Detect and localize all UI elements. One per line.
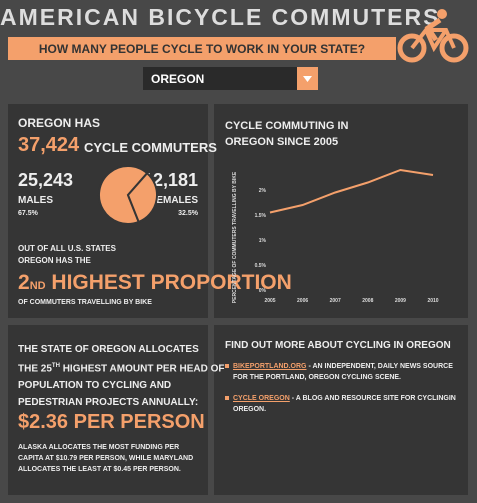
link[interactable]: CYCLE OREGON [233,395,290,402]
funding-line: HIGHEST AMOUNT PER HEAD OF [62,363,225,375]
link-item: BIKEPORTLAND.ORG - AN INDEPENDENT, DAILY… [233,361,458,383]
link-description: - AN INDEPENDENT, DAILY NEWS SOURCE FOR … [233,363,453,381]
bike-icon [397,9,469,63]
x-tick-label: 2010 [427,298,438,304]
banner [8,37,396,60]
line-chart: 0% 0.5% 1% 1.5% 2% 2005 2006 2007 2008 2009 2010 PE… [232,168,439,304]
y-tick-label: 2% [259,188,267,194]
pie-slice [126,171,158,224]
links-title: FIND OUT MORE ABOUT CYCLING IN OREGON [225,340,451,351]
x-tick-label: 2009 [395,298,406,304]
funding-rank: THE 25 [18,363,52,375]
y-tick-label: 1.5% [255,213,267,219]
rank-suffix: ND [29,280,46,292]
bullet [225,364,229,368]
link-description: - A BLOG AND RESOURCE SITE FOR CYCLINGIN… [233,395,456,413]
dropdown-arrow[interactable] [297,67,318,90]
x-tick-label: 2007 [330,298,341,304]
link[interactable]: BIKEPORTLAND.ORG [233,363,307,370]
rank-number: 2 [18,271,30,294]
data-line [269,168,434,214]
funding-note: ALASKA ALLOCATES THE MOST FUNDING PER CA… [18,444,194,473]
funding-amount: $2.36 PER PERSON [18,411,205,433]
total-label: CYCLE COMMUTERS [84,140,217,155]
funding-rank-suffix: TH [51,363,60,369]
links-panel [214,325,468,495]
y-tick-label: 1% [259,238,267,244]
intro: OREGON HAS [18,116,101,130]
funding-panel [8,325,208,495]
female-count: 12,181 [142,170,198,190]
y-axis-label: PERCENTAGE OF COMMUTERS TRAVELLING BY BI… [232,171,238,303]
y-tick-label: 0% [259,288,267,294]
subtitle: HOW MANY PEOPLE CYCLE TO WORK IN YOUR ST… [38,42,366,56]
selected-state[interactable]: OREGON [151,72,205,86]
funding-line: POPULATION TO CYCLING AND [18,380,172,392]
funding-line: PEDESTRIAN PROJECTS ANNUALLY: [18,397,199,409]
link-item: CYCLE OREGON - A BLOG AND RESOURCE SITE … [233,393,458,415]
pie-chart [98,165,158,225]
rank-intro: OUT OF ALL U.S. STATES [18,244,116,253]
state-dropdown[interactable] [143,67,318,90]
x-tick-label: 2005 [264,298,275,304]
female-percent: 32.5% [178,210,198,217]
rank-label: HIGHEST PROPORTION [51,271,292,294]
rank-outro: OF COMMUTERS TRAVELLING BY BIKE [18,299,152,306]
total: 37,424 [18,134,80,156]
pie-slice [98,165,149,225]
funding-line: THE STATE OF OREGON ALLOCATES [18,344,199,355]
funding-line: THE 25TH HIGHEST AMOUNT PER HEAD OF [18,358,225,377]
y-tick-label: 0.5% [255,263,267,269]
chart-title: CYCLE COMMUTING IN OREGON SINCE 2005 [225,120,349,148]
x-tick-label: 2006 [297,298,308,304]
title: AMERICAN BICYCLE COMMUTERS [0,4,441,30]
female-label: FEMALES [150,195,198,206]
male-percent: 67.5% [18,210,38,217]
rank-intro: OREGON HAS THE [18,256,91,265]
chart-panel [214,104,468,318]
x-tick-label: 2008 [362,298,373,304]
bullet [225,396,229,400]
male-label: MALES [18,195,53,206]
rank: 2ND HIGHEST PROPORTION [18,271,292,295]
male-count: 25,243 [18,170,74,190]
funding-text: THE STATE OF OREGON ALLOCATES THE 25TH H… [18,341,225,411]
